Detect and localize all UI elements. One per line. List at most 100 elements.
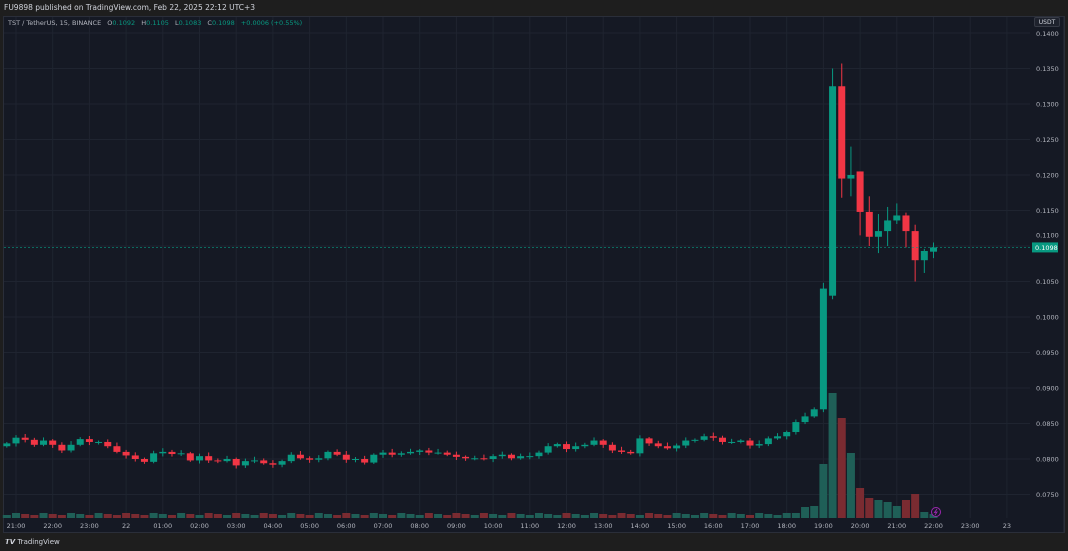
candle-body (186, 453, 194, 461)
candle-body (397, 453, 405, 455)
volume-bar (672, 513, 681, 518)
volume-bar (700, 513, 709, 518)
volume-bar (525, 515, 534, 518)
candle-body (792, 422, 800, 433)
candle-body (737, 440, 745, 442)
candle-body (663, 446, 671, 449)
candle-body (819, 288, 827, 410)
candle-body (49, 440, 57, 445)
candle-body (829, 86, 837, 296)
candle-body (480, 458, 488, 460)
price-tick-label: 0.1350 (1036, 65, 1059, 73)
volume-bar (626, 514, 635, 518)
volume-bar (12, 513, 20, 518)
publish-info: FU9898 published on TradingView.com, Feb… (4, 3, 256, 12)
volume-bar (498, 515, 507, 518)
tradingview-logo-icon[interactable]: 𝙏𝙑 (5, 538, 16, 546)
volume-bar (590, 513, 599, 518)
candle-body (351, 459, 359, 460)
volume-bar (323, 514, 332, 518)
volume-bar (709, 514, 718, 518)
candle-body (241, 461, 249, 466)
candle-body (388, 452, 396, 455)
candle-body (462, 456, 470, 459)
volume-bar (507, 513, 516, 518)
lightning-glyph-icon (933, 508, 938, 516)
volume-bar (654, 514, 663, 518)
candle-body (920, 250, 928, 261)
volume-bar (773, 515, 782, 518)
candle-body (85, 439, 93, 442)
brand-name: TradingView (17, 538, 60, 546)
candle-body (159, 451, 167, 454)
volume-bar (801, 507, 810, 518)
candle-body (608, 444, 616, 451)
candle-body (489, 456, 497, 459)
candle-body (755, 444, 763, 446)
volume-bar (534, 513, 543, 518)
time-tick-label: 17:00 (741, 522, 760, 530)
volume-bar (489, 514, 498, 518)
candle-body (361, 459, 369, 463)
candle-body (140, 459, 148, 462)
volume-bar (608, 515, 617, 518)
candle-body (599, 440, 607, 445)
candle-body (682, 440, 690, 446)
time-tick-label: 21:00 (887, 522, 906, 530)
volume-bar (30, 515, 39, 518)
candle-body (443, 452, 451, 455)
time-tick-label: 03:00 (227, 522, 246, 530)
volume-bar (791, 513, 800, 518)
volume-bar (782, 513, 791, 518)
volume-bar (865, 498, 874, 518)
open-value: 0.1092 (112, 19, 136, 27)
candle-body (67, 444, 75, 451)
time-tick-label: 11:00 (520, 522, 539, 530)
candle-body (370, 454, 378, 463)
candle-body (306, 458, 314, 460)
candle-body (269, 463, 277, 465)
chart-pane[interactable] (3, 16, 1065, 533)
last-price-label: 0.1098 (1035, 244, 1058, 252)
price-tick-label: 0.0800 (1036, 456, 1059, 464)
candle-body (718, 437, 726, 442)
candle-body (278, 461, 286, 465)
candle-body (553, 444, 561, 447)
price-tick-label: 0.1100 (1036, 231, 1059, 239)
candle-body (168, 451, 176, 455)
price-tick-label: 0.0900 (1036, 385, 1059, 393)
candle-body (342, 454, 350, 460)
time-tick-label: 20:00 (851, 522, 870, 530)
volume-bar (580, 515, 589, 518)
symbol-name[interactable]: TST / TetherUS, 15, BINANCE (8, 19, 102, 27)
candle-body (416, 450, 424, 452)
time-tick-label: 07:00 (374, 522, 393, 530)
candle-body (452, 454, 460, 457)
candle-body (196, 456, 203, 461)
volume-bar (314, 513, 323, 518)
time-tick-label: 02:00 (190, 522, 209, 530)
time-tick-label: 15:00 (667, 522, 686, 530)
candle-body (471, 458, 479, 460)
volume-bar (479, 513, 488, 518)
change-value: +0.0006 (+0.55%) (240, 19, 303, 27)
volume-bar (158, 514, 167, 518)
volume-bar (94, 513, 103, 518)
price-tick-label: 0.1000 (1036, 314, 1059, 322)
candle-body (214, 460, 222, 462)
volume-bar (195, 515, 204, 518)
time-tick-label: 12:00 (557, 522, 576, 530)
candle-body (902, 215, 910, 232)
candle-body (691, 439, 699, 441)
volume-bar (846, 453, 855, 518)
time-tick-label: 22:00 (924, 522, 943, 530)
candle-body (801, 416, 809, 423)
volume-bar (406, 514, 415, 518)
candle-body (654, 443, 662, 447)
volume-bar (553, 515, 562, 518)
time-tick-label: 23:00 (80, 522, 99, 530)
candle-body (911, 231, 919, 261)
volume-bar (186, 514, 195, 518)
currency-badge[interactable]: USDT (1034, 17, 1060, 27)
